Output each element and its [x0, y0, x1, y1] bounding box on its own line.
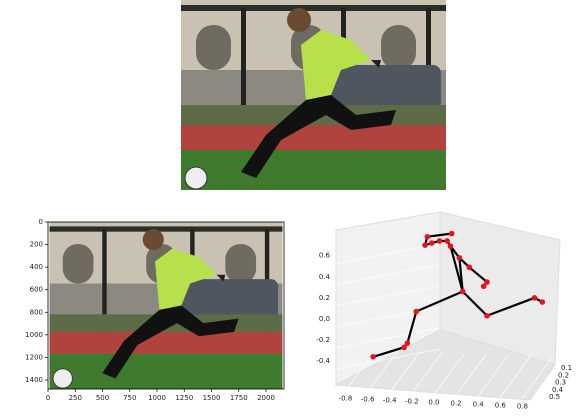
- x-tick-label: 1750: [230, 394, 248, 402]
- x-tick-label: 0.0: [428, 399, 439, 407]
- grid-line: [389, 351, 421, 393]
- axes-image: [49, 222, 283, 389]
- joint: [424, 233, 431, 240]
- z-tick-label: 0.4: [319, 273, 331, 281]
- joint: [404, 340, 411, 346]
- grid-line: [477, 354, 509, 397]
- joint: [444, 238, 451, 244]
- x-tick-label: -0.4: [383, 397, 397, 405]
- bone: [468, 266, 488, 283]
- y-tick-label: 1200: [25, 353, 43, 361]
- image-axes: [47, 221, 285, 390]
- x-tick-label: 500: [96, 394, 109, 402]
- grid-line: [335, 327, 441, 349]
- y-tick-label: 200: [30, 241, 43, 249]
- joint: [456, 255, 463, 261]
- joint: [428, 240, 435, 246]
- axes-frame: [47, 221, 285, 390]
- joint: [466, 264, 473, 271]
- y-tick-label: 1000: [25, 331, 43, 339]
- grid-line: [499, 355, 531, 398]
- axes-3d: [334, 211, 561, 401]
- joint: [422, 242, 428, 248]
- grid-line: [335, 306, 441, 328]
- bone: [461, 290, 488, 317]
- x-tick-label: 750: [123, 394, 136, 402]
- x-tick-label: 0: [46, 394, 50, 402]
- x-tick-label: 1250: [175, 394, 193, 402]
- x-tick-label: 0.2: [450, 399, 461, 407]
- grid-line: [433, 353, 465, 395]
- joint: [401, 344, 407, 351]
- y-tick-label: 800: [30, 308, 43, 316]
- bone: [415, 290, 464, 313]
- x-tick-label: 2000: [257, 394, 275, 402]
- x-tick-label: 1500: [203, 394, 221, 402]
- z-tick-label: 0.6: [319, 252, 331, 260]
- z-tick-label: 0.2: [319, 294, 330, 302]
- x-tick-label: -0.6: [361, 396, 375, 404]
- grid-line: [335, 285, 441, 307]
- x-tick-label: 1000: [148, 394, 166, 402]
- grid-line: [455, 354, 487, 396]
- x-tick-label: -0.8: [339, 395, 353, 403]
- joint: [484, 279, 490, 285]
- depth-tick-label: 0.4: [552, 386, 564, 394]
- grid-line: [411, 352, 443, 394]
- bone: [449, 245, 464, 292]
- bone: [486, 296, 535, 317]
- grid-line: [335, 243, 441, 265]
- y-tick-label: 600: [30, 286, 43, 294]
- x-tick-label: 250: [69, 394, 82, 402]
- depth-tick-label: 0.5: [549, 393, 560, 401]
- bone: [427, 232, 452, 238]
- bone: [406, 311, 418, 344]
- bone: [372, 346, 405, 358]
- depth-tick-label: 0.2: [558, 371, 569, 379]
- joint: [539, 299, 546, 305]
- depth-tick-label: 0.1: [561, 364, 572, 372]
- z-tick-label: -0.2: [316, 336, 330, 344]
- joint: [448, 230, 455, 237]
- y-tick-label: 1400: [25, 376, 43, 384]
- joint: [484, 312, 490, 319]
- y-tick-label: 400: [30, 263, 43, 271]
- joint: [413, 308, 420, 315]
- x-tick-label: -0.2: [405, 398, 419, 406]
- joint: [459, 288, 466, 295]
- x-tick-label: 0.8: [517, 402, 528, 410]
- joint: [370, 354, 376, 360]
- x-tick-label: 0.4: [473, 400, 485, 408]
- photo: [181, 0, 446, 190]
- z-tick-label: 0.0: [319, 315, 330, 323]
- z-tick-label: -0.4: [316, 357, 330, 365]
- grid-line: [335, 348, 441, 370]
- grid-line: [367, 351, 398, 392]
- joint: [531, 295, 538, 301]
- depth-tick-label: 0.3: [555, 379, 566, 387]
- joint: [447, 243, 454, 250]
- grid-line: [335, 264, 441, 286]
- y-tick-label: 0: [39, 218, 43, 226]
- x-tick-label: 0.6: [495, 401, 507, 409]
- joint: [480, 283, 487, 290]
- joint: [436, 238, 443, 244]
- grid-line: [522, 356, 553, 399]
